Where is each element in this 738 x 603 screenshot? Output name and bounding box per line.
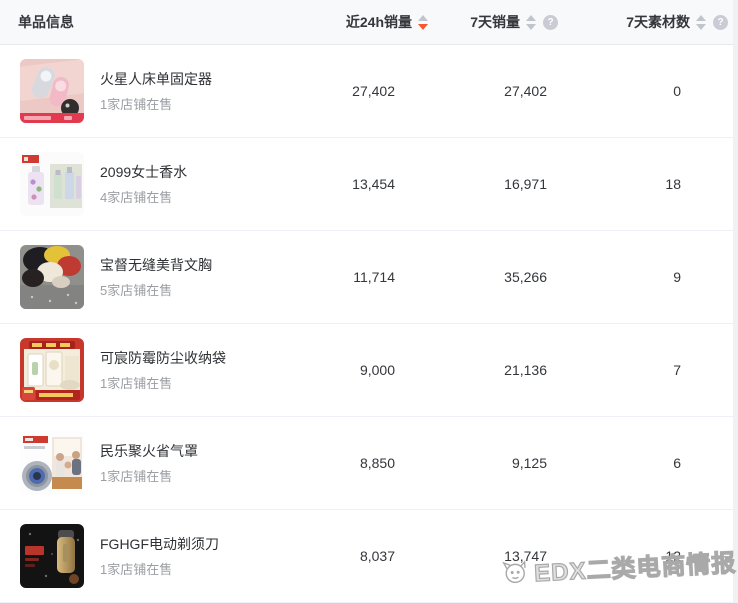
sales-7d-value: 21,136	[504, 362, 547, 378]
table-row[interactable]: 民乐聚火省气罩 1家店铺在售 8,850 9,125 6	[0, 417, 738, 510]
materials-7d-value: 0	[673, 83, 681, 99]
product-text: FGHGF电动剃须刀 1家店铺在售	[100, 535, 219, 578]
sales-24h-value: 13,454	[352, 176, 395, 192]
product-title[interactable]: 宝督无缝美背文胸	[100, 256, 212, 273]
sales-7d-value: 13,747	[504, 548, 547, 564]
table-row[interactable]: 可宸防霉防尘收纳袋 1家店铺在售 9,000 21,136 7	[0, 324, 738, 417]
product-thumbnail[interactable]	[20, 524, 84, 588]
product-thumbnail[interactable]	[20, 431, 84, 495]
product-shops: 1家店铺在售	[100, 375, 173, 391]
product-title[interactable]: 民乐聚火省气罩	[100, 442, 198, 459]
product-thumbnail[interactable]	[20, 152, 84, 216]
product-shops: 5家店铺在售	[100, 282, 173, 298]
sales-24h-value: 8,850	[359, 455, 395, 471]
sales-24h-value: 11,714	[353, 269, 395, 285]
product-text: 宝督无缝美背文胸 5家店铺在售	[100, 256, 212, 299]
product-text: 火星人床单固定器 1家店铺在售	[100, 70, 212, 113]
product-shops: 1家店铺在售	[100, 561, 173, 577]
product-cell: 宝督无缝美背文胸 5家店铺在售	[0, 245, 320, 309]
product-cell: 火星人床单固定器 1家店铺在售	[0, 59, 320, 123]
sales-24h-value: 27,402	[352, 83, 395, 99]
sales-24h-value: 9,000	[359, 362, 395, 378]
product-text: 可宸防霉防尘收纳袋 1家店铺在售	[100, 349, 226, 392]
column-label: 近24h销量	[345, 14, 412, 30]
column-label: 单品信息	[18, 14, 74, 30]
table-row[interactable]: 火星人床单固定器 1家店铺在售 27,402 27,402 0	[0, 45, 738, 138]
product-title[interactable]: 火星人床单固定器	[100, 70, 212, 87]
sort-carets-icon[interactable]	[696, 14, 706, 30]
sales-24h-value: 8,037	[359, 548, 395, 564]
product-shops: 1家店铺在售	[100, 96, 173, 112]
sort-desc-icon[interactable]	[526, 23, 536, 30]
product-cell: FGHGF电动剃须刀 1家店铺在售	[0, 524, 320, 588]
materials-7d-value: 6	[673, 455, 681, 471]
column-header-24h-sales[interactable]: 近24h销量	[320, 12, 440, 32]
product-shops: 1家店铺在售	[100, 468, 173, 484]
product-thumbnail[interactable]	[20, 338, 84, 402]
table-row[interactable]: 2099女士香水 4家店铺在售 13,454 16,971 18	[0, 138, 738, 231]
storage-bag-image	[20, 338, 84, 402]
table-header: 单品信息 近24h销量 7天销量 ? 7天素材数 ?	[0, 0, 738, 45]
column-header-7d-materials[interactable]: 7天素材数 ?	[600, 12, 738, 32]
column-header-product-info: 单品信息	[0, 12, 320, 32]
sales-7d-value: 16,971	[504, 176, 547, 192]
materials-7d-value: 7	[673, 362, 681, 378]
product-shops: 4家店铺在售	[100, 189, 173, 205]
product-text: 民乐聚火省气罩 1家店铺在售	[100, 442, 198, 485]
materials-7d-value: 9	[673, 269, 681, 285]
sales-7d-value: 27,402	[504, 83, 547, 99]
sort-asc-icon[interactable]	[526, 14, 536, 21]
sales-7d-value: 35,266	[504, 269, 547, 285]
materials-7d-value: 12	[665, 548, 681, 564]
product-cell: 2099女士香水 4家店铺在售	[0, 152, 320, 216]
gas-cover-image	[20, 431, 84, 495]
help-icon[interactable]: ?	[543, 14, 558, 30]
product-cell: 可宸防霉防尘收纳袋 1家店铺在售	[0, 338, 320, 402]
product-title[interactable]: FGHGF电动剃须刀	[100, 535, 219, 552]
product-thumbnail[interactable]	[20, 245, 84, 309]
sort-asc-icon[interactable]	[696, 14, 706, 21]
column-header-7d-sales[interactable]: 7天销量 ?	[440, 12, 600, 32]
product-title[interactable]: 2099女士香水	[100, 163, 188, 180]
materials-7d-value: 18	[665, 176, 681, 192]
perfume-image	[20, 152, 84, 216]
table-row[interactable]: FGHGF电动剃须刀 1家店铺在售 8,037 13,747 12	[0, 510, 738, 603]
product-thumbnail[interactable]	[20, 59, 84, 123]
column-label: 7天素材数	[626, 14, 690, 30]
help-icon[interactable]: ?	[713, 14, 728, 30]
sort-carets-icon[interactable]	[418, 14, 428, 30]
column-label: 7天销量	[470, 14, 520, 30]
sort-desc-icon[interactable]	[418, 23, 428, 30]
product-title[interactable]: 可宸防霉防尘收纳袋	[100, 349, 226, 366]
sort-asc-icon[interactable]	[418, 14, 428, 21]
table-row[interactable]: 宝督无缝美背文胸 5家店铺在售 11,714 35,266 9	[0, 231, 738, 324]
vertical-scrollbar[interactable]	[733, 0, 738, 602]
bra-pile-image	[20, 245, 84, 309]
product-text: 2099女士香水 4家店铺在售	[100, 163, 187, 206]
product-cell: 民乐聚火省气罩 1家店铺在售	[0, 431, 320, 495]
sales-7d-value: 9,125	[511, 455, 547, 471]
bed-clip-image	[20, 59, 84, 123]
sort-carets-icon[interactable]	[526, 14, 536, 30]
shaver-image	[20, 524, 84, 588]
sort-desc-icon[interactable]	[696, 23, 706, 30]
